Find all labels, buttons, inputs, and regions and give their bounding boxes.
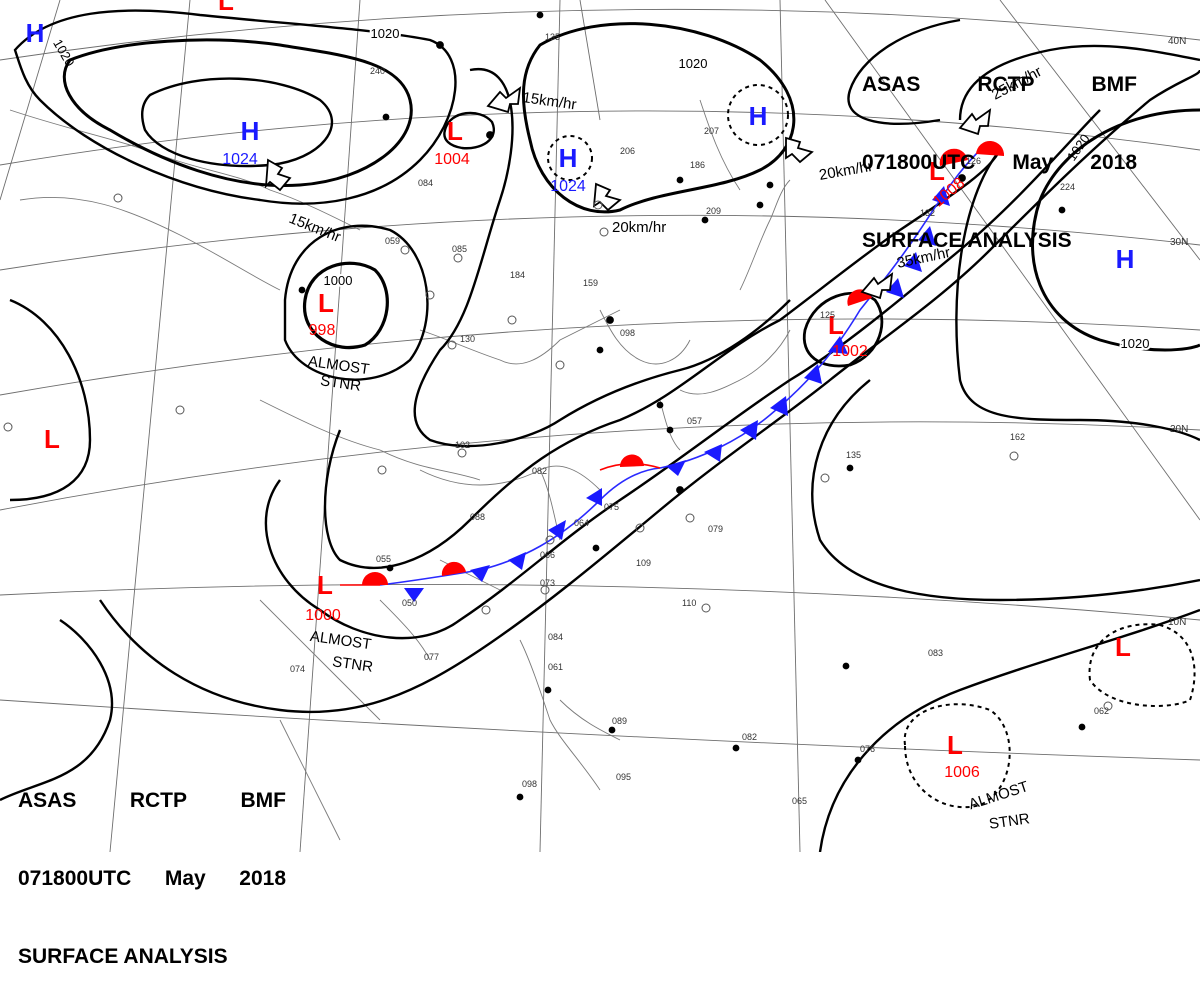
header-station: RCTP (130, 788, 187, 814)
low-center-value: 1006 (944, 764, 980, 781)
station-pressure-value: 050 (402, 598, 417, 608)
header-product: ASAS (862, 72, 920, 98)
low-center-value: 998 (309, 322, 336, 339)
station-pressure-value: 206 (620, 146, 635, 156)
station-pressure-value: 062 (1094, 706, 1109, 716)
station-pressure-value: 162 (1010, 432, 1025, 442)
station-pressure-value: 109 (636, 558, 651, 568)
station-pressure-value: 084 (548, 632, 563, 642)
header-product: ASAS (18, 788, 76, 814)
high-center-symbol: H (559, 143, 578, 173)
station-pressure-value: 083 (928, 648, 943, 658)
station-pressure-value: 065 (792, 796, 807, 806)
header-time: 071800UTC (18, 866, 131, 892)
low-center-symbol: L (317, 570, 333, 600)
low-center-value: 1004 (434, 151, 470, 168)
latitude-label: 30N (1170, 237, 1188, 248)
station-pressure-value: 061 (548, 662, 563, 672)
station-pressure-value: 159 (583, 278, 598, 288)
station-pressure-value: 209 (706, 206, 721, 216)
low-center-symbol: L (447, 116, 463, 146)
station-pressure-value: 079 (708, 524, 723, 534)
station-pressure-value: 130 (460, 334, 475, 344)
station-pressure-value: 057 (687, 416, 702, 426)
station-pressure-value: 098 (620, 328, 635, 338)
header-code: BMF (241, 788, 287, 814)
station-pressure-value: 059 (385, 236, 400, 246)
latitude-label: 20N (1170, 424, 1188, 435)
station-pressure-value: 135 (846, 450, 861, 460)
low-center-symbol: L (44, 424, 60, 454)
low-center-symbol: L (218, 0, 234, 16)
latitude-label: 10N (1168, 617, 1186, 628)
header-title: SURFACE ANALYSIS (18, 944, 286, 970)
station-pressure-value: 095 (616, 772, 631, 782)
isobar-label: 1020 (371, 26, 400, 41)
station-pressure-value: 077 (424, 652, 439, 662)
high-center-value: 1024 (222, 151, 258, 168)
isobar-label: 1020 (679, 56, 708, 71)
station-pressure-value: 102 (455, 440, 470, 450)
high-center-symbol: H (241, 116, 260, 146)
station-pressure-value: 207 (704, 126, 719, 136)
station-pressure-value: 075 (604, 502, 619, 512)
station-pressure-value: 089 (612, 716, 627, 726)
map-header-top-right: ASAS RCTP BMF 071800UTC May 2018 SURFACE… (862, 20, 1137, 280)
station-pressure-value: 088 (470, 512, 485, 522)
map-header-bottom-left: ASAS RCTP BMF 071800UTC May 2018 SURFACE… (18, 736, 286, 996)
high-center-symbol: H (749, 101, 768, 131)
station-pressure-value: 084 (418, 178, 433, 188)
high-center-value: 1024 (550, 178, 586, 195)
station-pressure-value: 073 (540, 578, 555, 588)
header-time: 071800UTC (862, 150, 975, 176)
station-pressure-value: 082 (532, 466, 547, 476)
station-pressure-value: 240 (370, 66, 385, 76)
station-pressure-value: 184 (510, 270, 525, 280)
station-pressure-value: 135 (545, 32, 560, 42)
header-month: May (165, 866, 206, 892)
low-center-symbol: L (1115, 632, 1131, 662)
header-title: SURFACE ANALYSIS (862, 228, 1137, 254)
header-code: BMF (1092, 72, 1138, 98)
station-pressure-value: 055 (376, 554, 391, 564)
station-pressure-value: 074 (290, 664, 305, 674)
station-pressure-value: 066 (540, 550, 555, 560)
station-pressure-value: 125 (820, 310, 835, 320)
station-pressure-value: 082 (742, 732, 757, 742)
low-center-value: 1002 (832, 343, 868, 360)
header-station: RCTP (977, 72, 1034, 98)
station-pressure-value: 186 (690, 160, 705, 170)
latitude-label: 40N (1168, 36, 1186, 47)
station-pressure-value: 098 (522, 779, 537, 789)
low-center-value: 1000 (305, 607, 341, 624)
station-pressure-value: 064 (574, 518, 589, 528)
isobar-label: 1000 (324, 273, 353, 288)
header-year: 2018 (1090, 150, 1137, 176)
header-year: 2018 (239, 866, 286, 892)
isobar-label: 1020 (1121, 336, 1150, 351)
station-pressure-value: 076 (860, 744, 875, 754)
movement-speed-label: 20km/hr (612, 219, 666, 236)
station-pressure-value: 110 (682, 598, 696, 608)
low-center-symbol: L (318, 288, 334, 318)
header-month: May (1012, 150, 1053, 176)
high-center-symbol: H (26, 18, 45, 48)
low-center-symbol: L (947, 730, 963, 760)
station-pressure-value: 085 (452, 244, 467, 254)
